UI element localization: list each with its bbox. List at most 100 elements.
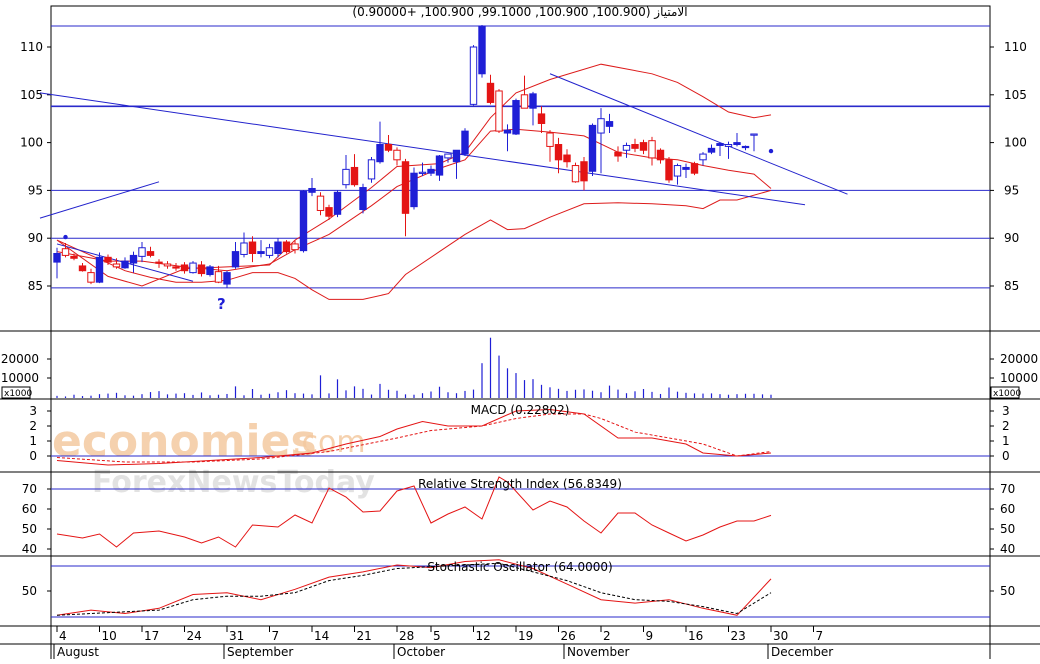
candle-body bbox=[486, 82, 495, 103]
candle bbox=[282, 240, 291, 254]
x-day-label: 7 bbox=[272, 629, 280, 643]
candle bbox=[146, 246, 155, 258]
candle-body bbox=[690, 163, 699, 174]
candle-body bbox=[138, 247, 146, 257]
candle bbox=[622, 142, 631, 158]
candle-body bbox=[214, 271, 223, 283]
candle-body bbox=[478, 25, 486, 75]
candle-body bbox=[733, 142, 741, 146]
candle bbox=[265, 243, 274, 259]
candle-body bbox=[333, 191, 342, 215]
macd-tick-label-left: 3 bbox=[29, 404, 37, 418]
candle bbox=[61, 242, 70, 258]
volume-tick-label-right: 20000 bbox=[1000, 352, 1038, 366]
candle bbox=[70, 253, 78, 261]
candle bbox=[87, 268, 95, 285]
candle-body bbox=[384, 144, 393, 151]
candle-body bbox=[197, 264, 206, 275]
candle bbox=[639, 139, 648, 155]
candle-body bbox=[673, 165, 682, 177]
candle bbox=[503, 124, 512, 152]
candle bbox=[614, 146, 622, 162]
candle bbox=[376, 121, 384, 164]
candle bbox=[231, 242, 240, 269]
price-tick-label-right: 90 bbox=[1004, 231, 1019, 245]
volume-tick-label-right: 10000 bbox=[1000, 371, 1038, 385]
candle-body bbox=[563, 154, 571, 163]
candle bbox=[410, 167, 418, 210]
candle-body bbox=[503, 129, 512, 134]
candle-body bbox=[274, 241, 282, 254]
candle bbox=[78, 263, 87, 272]
macd-tick-label-right: 3 bbox=[1002, 404, 1010, 418]
candle-body bbox=[444, 153, 452, 159]
candle-body bbox=[180, 264, 189, 272]
volume-tick-label-left: 10000 bbox=[1, 371, 39, 385]
candle bbox=[512, 98, 520, 135]
candle bbox=[121, 257, 129, 269]
candle-body bbox=[308, 187, 316, 193]
candle-body bbox=[129, 254, 138, 264]
volume-unit-label: x1000 bbox=[993, 389, 1022, 399]
candle bbox=[206, 264, 214, 277]
x-day-label: 28 bbox=[399, 629, 414, 643]
x-day-label: 10 bbox=[102, 629, 117, 643]
candle-body bbox=[648, 140, 656, 159]
x-month-label: December bbox=[771, 645, 833, 659]
rsi-line bbox=[56, 476, 772, 548]
candle-body bbox=[155, 261, 163, 264]
candle bbox=[690, 161, 699, 176]
candle-body bbox=[665, 159, 673, 181]
candle bbox=[104, 254, 112, 265]
x-day-label: 17 bbox=[144, 629, 159, 643]
candle bbox=[520, 75, 529, 109]
candle-body bbox=[172, 266, 180, 269]
x-day-label: 4 bbox=[59, 629, 67, 643]
candle-body bbox=[265, 247, 274, 256]
chart-title: الامتياز (100.900, 100.900, 99.1000, 100… bbox=[352, 5, 687, 20]
candle bbox=[452, 149, 461, 179]
candle-body bbox=[469, 46, 478, 105]
candle bbox=[741, 145, 750, 151]
candle bbox=[529, 91, 537, 126]
x-day-label: 26 bbox=[561, 629, 576, 643]
x-day-label: 30 bbox=[773, 629, 788, 643]
x-day-label: 5 bbox=[433, 629, 441, 643]
price-marker-dot bbox=[63, 234, 68, 240]
candle-body bbox=[512, 100, 520, 135]
trendline bbox=[549, 73, 848, 195]
x-day-label: 19 bbox=[518, 629, 533, 643]
watermark-logo-text: economies bbox=[52, 416, 317, 467]
candle-body bbox=[61, 248, 70, 256]
candle-body bbox=[121, 260, 129, 269]
x-day-label: 14 bbox=[314, 629, 329, 643]
candle bbox=[367, 156, 376, 183]
candle-body bbox=[367, 159, 376, 180]
x-day-label: 23 bbox=[731, 629, 746, 643]
candle-body bbox=[461, 130, 469, 155]
rsi-tick-label-left: 50 bbox=[22, 522, 37, 536]
price-tick-label-left: 95 bbox=[28, 183, 43, 197]
candle bbox=[648, 136, 656, 166]
candle bbox=[384, 134, 393, 153]
macd-tick-label-right: 0 bbox=[1002, 449, 1010, 463]
candle-body bbox=[104, 256, 112, 263]
rsi-tick-label-right: 50 bbox=[1000, 522, 1015, 536]
candle bbox=[291, 240, 299, 254]
price-tick-label-left: 85 bbox=[28, 279, 43, 293]
candle bbox=[214, 265, 223, 284]
candle bbox=[656, 148, 665, 164]
x-day-label: 9 bbox=[646, 629, 654, 643]
price-tick-label-right: 100 bbox=[1004, 136, 1027, 150]
candle bbox=[257, 240, 265, 258]
candle-body bbox=[639, 142, 648, 151]
rsi-tick-label-right: 60 bbox=[1000, 502, 1015, 516]
rsi-label: Relative Strength Index (56.8349) bbox=[418, 477, 622, 491]
candle-body bbox=[750, 133, 758, 136]
candle-body bbox=[206, 266, 214, 276]
candle bbox=[707, 144, 716, 155]
candle bbox=[172, 263, 180, 271]
macd-line bbox=[56, 408, 772, 466]
macd-tick-label-right: 1 bbox=[1002, 434, 1010, 448]
